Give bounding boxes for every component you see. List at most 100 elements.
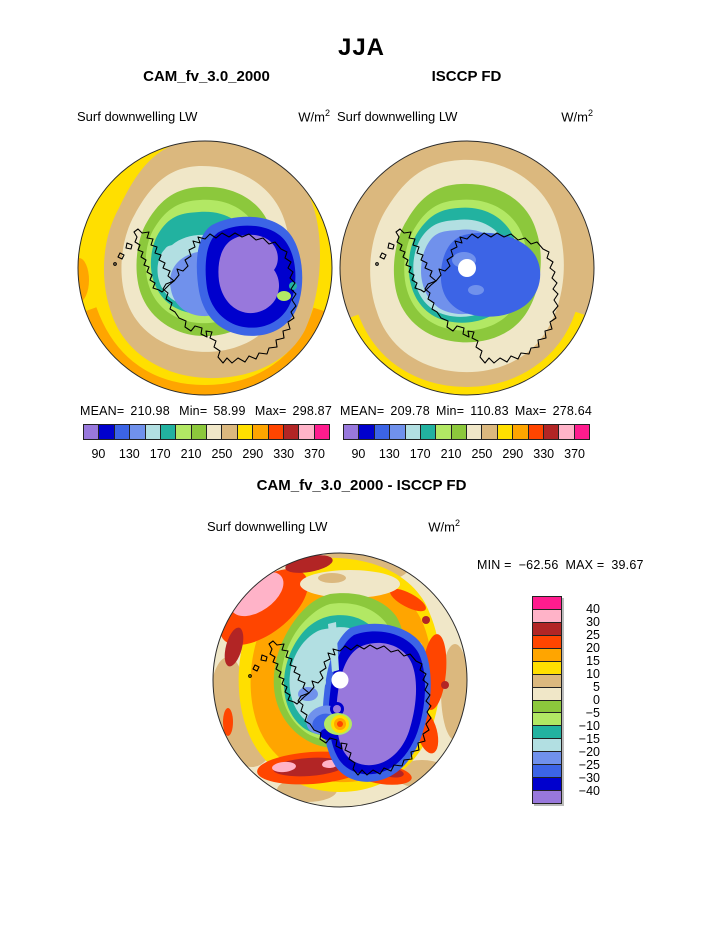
colorbar-ticks-isccp: 90 130 170 210 250 290 330 370 (343, 447, 590, 461)
colorbar-cell (283, 425, 300, 439)
colorbar-cell (268, 425, 284, 439)
colorbar-tick-label: 90 (351, 447, 366, 461)
colorbar-value-label: −25 (578, 758, 600, 772)
colorbar-tick-label: 170 (149, 447, 171, 461)
min-value-cam: 58.99 (213, 404, 246, 418)
colorbar-ticks-cam: 90 130 170 210 250 290 330 370 (83, 447, 330, 461)
panel-title-diff: CAM_fv_3.0_2000 - ISCCP FD (256, 477, 467, 494)
colorbar-cell (533, 752, 561, 766)
colorbar-tick-label: 250 (471, 447, 493, 461)
colorbar-tick-label: 370 (304, 447, 325, 461)
colorbar-cell (533, 609, 561, 623)
colorbar-cell (533, 739, 561, 753)
colorbar-cell (99, 425, 115, 439)
panel-title-cam: CAM_fv_3.0_2000 (143, 68, 270, 85)
colorbar-cell (451, 425, 467, 439)
var-label-cam: Surf downwelling LW (77, 109, 198, 125)
colorbar-tick-label: 130 (378, 447, 400, 461)
mean-value-cam: 210.98 (130, 404, 170, 418)
colorbar-cell (559, 425, 575, 439)
colorbar-value-label: 5 (593, 680, 600, 694)
colorbar-cell (533, 765, 561, 779)
subtitle-row-cam: Surf downwelling LW W/m2 (77, 108, 330, 124)
colorbar-tick-label: 290 (242, 447, 264, 461)
colorbar-cell (374, 425, 391, 439)
minmax-row-diff: MIN = −62.56 MAX = 39.67 (477, 558, 644, 572)
colorbar-cell (533, 700, 561, 714)
colorbar-cell (533, 597, 561, 610)
colorbar-tick-label: 90 (91, 447, 106, 461)
colorbar-cell (528, 425, 544, 439)
panel-title-isccp: ISCCP FD (431, 68, 502, 85)
stats-row-isccp: MEAN= 209.78 Min= 110.83 Max= 278.64 (340, 404, 592, 418)
colorbar-tick-label: 250 (211, 447, 233, 461)
colorbar-cell (253, 425, 269, 439)
colorbar-value-label: −30 (578, 771, 600, 785)
min-value-isccp: 110.83 (470, 404, 509, 418)
colorbar-cell (533, 661, 561, 675)
colorbar-cell (359, 425, 375, 439)
colorbar-cell (533, 635, 561, 649)
map-diff (212, 552, 468, 808)
colorbar-cell (390, 425, 406, 439)
colorbar-cell (84, 425, 100, 439)
colorbar-cell (467, 425, 483, 439)
colorbar-value-label: 25 (586, 628, 600, 642)
colorbar-value-label: 0 (593, 693, 600, 707)
colorbar-cell (344, 425, 360, 439)
colorbar-cell (533, 726, 561, 740)
colorbar-isccp (343, 424, 590, 440)
colorbar-value-label: 15 (586, 654, 600, 668)
colorbar-value-label: −10 (578, 719, 600, 733)
units-label-isccp: W/m2 (561, 108, 593, 125)
colorbar-value-label: −40 (578, 784, 600, 798)
colorbar-diff (532, 596, 562, 804)
colorbar-cell (533, 713, 561, 727)
colorbar-cell (482, 425, 498, 439)
colorbar-tick-label: 130 (118, 447, 140, 461)
colorbar-cell (436, 425, 452, 439)
diff-min-value: −62.56 (518, 558, 559, 572)
var-label-isccp: Surf downwelling LW (337, 109, 458, 125)
max-value-cam: 298.87 (292, 404, 332, 418)
colorbar-cell (145, 425, 161, 439)
colorbar-tick-label: 370 (564, 447, 585, 461)
colorbar-tick-label: 330 (533, 447, 555, 461)
subtitle-row-isccp: Surf downwelling LW W/m2 (337, 108, 593, 124)
colorbar-cell (533, 778, 561, 792)
colorbar-cell (191, 425, 207, 439)
mean-value-isccp: 209.78 (390, 404, 430, 418)
colorbar-cell (533, 648, 561, 662)
subtitle-row-diff: Surf downwelling LW W/m2 (207, 518, 460, 534)
colorbar-cell (207, 425, 223, 439)
max-value-isccp: 278.64 (552, 404, 592, 418)
colorbar-cell (176, 425, 192, 439)
stats-row-cam: MEAN= 210.98 Min= 58.99 Max= 298.87 (80, 404, 332, 418)
colorbar-value-label: 20 (586, 641, 600, 655)
map-isccp (339, 140, 595, 396)
colorbar-value-label: −15 (578, 732, 600, 746)
colorbar-cell (497, 425, 514, 439)
colorbar-cell (533, 674, 561, 688)
colorbar-cam (83, 424, 330, 440)
colorbar-cell (222, 425, 238, 439)
colorbar-tick-label: 330 (273, 447, 295, 461)
units-label-cam: W/m2 (298, 108, 330, 125)
colorbar-value-label: 10 (586, 667, 600, 681)
colorbar-cell (533, 791, 561, 803)
colorbar-diff-labels: 40 30 25 20 15 10 5 0 −5 −10 −15 −20 −25 −30 −40 (566, 596, 600, 804)
colorbar-value-label: 30 (586, 615, 600, 629)
colorbar-cell (574, 425, 589, 439)
colorbar-cell (405, 425, 421, 439)
colorbar-cell (513, 425, 529, 439)
colorbar-value-label: −20 (578, 745, 600, 759)
colorbar-cell (160, 425, 177, 439)
colorbar-cell (299, 425, 315, 439)
colorbar-tick-label: 210 (180, 447, 202, 461)
units-label-diff: W/m2 (428, 518, 460, 535)
colorbar-cell (420, 425, 437, 439)
colorbar-cell (533, 622, 561, 636)
diff-max-value: 39.67 (611, 558, 644, 572)
colorbar-cell (237, 425, 254, 439)
